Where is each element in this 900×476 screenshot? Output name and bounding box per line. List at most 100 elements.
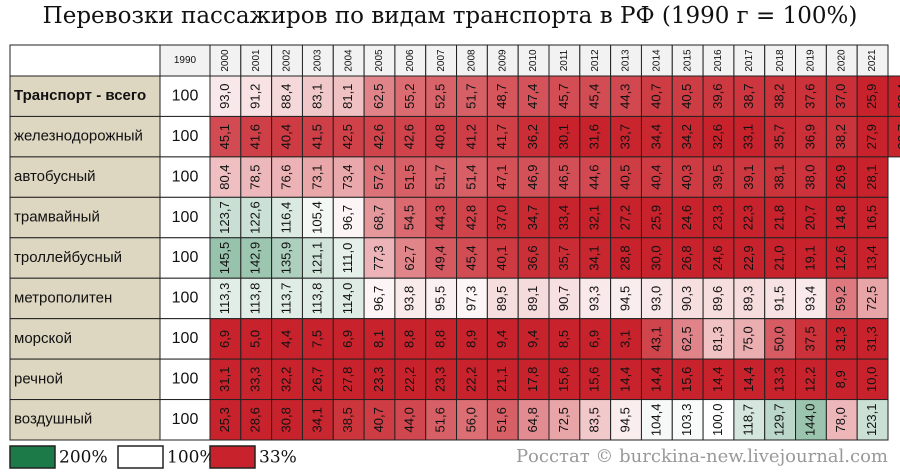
cell-value: 113,7 (278, 283, 293, 315)
cell-value: 100 (172, 87, 199, 104)
heat-cell (517, 75, 550, 117)
cell-value: 31,6 (587, 124, 602, 149)
heat-cell (733, 156, 766, 198)
heat-cell (825, 277, 858, 320)
cell-value: 100 (172, 290, 199, 307)
cell-value: 34,7 (525, 205, 540, 230)
heat-cell (671, 115, 704, 158)
row-label: речной (14, 370, 63, 387)
cell-value: 8,9 (463, 330, 478, 348)
column-year: 2012 (590, 49, 601, 72)
cell-value: 23,3 (433, 367, 448, 392)
cell-value: 44,3 (433, 205, 448, 230)
cell-value: 40,7 (648, 84, 663, 109)
cell-value: 64,8 (525, 407, 540, 432)
heat-cell (579, 399, 612, 441)
header-cell (856, 44, 889, 77)
cell-value: 32,6 (710, 124, 725, 149)
cell-value: 43,1 (648, 326, 663, 351)
cell-value: 41,2 (463, 124, 478, 149)
heat-cell (486, 156, 519, 198)
heat-cell (363, 115, 396, 158)
heat-cell (825, 156, 858, 198)
cell-value: 47,4 (525, 84, 540, 109)
heat-cell (517, 358, 550, 401)
cell-value: 33,7 (617, 124, 632, 149)
cell-value: 33,1 (741, 124, 756, 149)
cell-value: 145,5 (217, 242, 232, 275)
heat-cell (610, 237, 642, 279)
cell-value: 25,9 (648, 205, 663, 230)
heat-cell (702, 156, 735, 198)
cell-value: 96,7 (340, 205, 355, 230)
cell-value: 6,9 (587, 330, 602, 348)
cell-value: 89,5 (494, 286, 509, 311)
heat-cell (363, 237, 396, 279)
column-year: 2021 (867, 49, 878, 72)
heat-cell (486, 196, 519, 239)
cell-value: 78,0 (833, 407, 848, 432)
cell-value: 35,7 (556, 245, 571, 270)
heat-cell (209, 115, 242, 158)
legend-swatch (9, 445, 56, 469)
cell-value: 100 (172, 128, 199, 145)
cell-value: 135,9 (278, 242, 293, 275)
cell-value: 90,3 (679, 286, 694, 311)
heat-cell (456, 358, 488, 401)
cell-value: 30,0 (648, 245, 663, 270)
cell-value: 55,2 (402, 84, 417, 109)
cell-value: 13,4 (864, 245, 879, 270)
cell-value: 51,7 (463, 84, 478, 109)
cell-value: 42,6 (402, 124, 417, 149)
cell-value: 113,8 (248, 283, 263, 315)
heat-cell (733, 196, 766, 239)
cell-value: 123,7 (217, 201, 232, 234)
header-cell (825, 44, 858, 77)
cell-value: 40,3 (679, 164, 694, 189)
heat-cell (610, 115, 642, 158)
cell-value: 100 (172, 411, 199, 428)
cell-value: 96,7 (371, 286, 386, 311)
cell-value: 8,5 (556, 330, 571, 348)
cell-value: 72,5 (556, 407, 571, 432)
cell-value: 14,4 (648, 367, 663, 392)
cell-value: 32,1 (587, 205, 602, 230)
heat-cell (363, 75, 396, 117)
row-label: морской (14, 330, 72, 347)
cell-value: 6,9 (217, 330, 232, 348)
heat-cell (764, 358, 797, 401)
cell-value: 40,8 (433, 124, 448, 149)
heat-cell (764, 237, 797, 279)
cell-value: 8,8 (433, 330, 448, 348)
heat-cell (240, 75, 273, 117)
heat-cell (425, 277, 458, 320)
heat-cell (425, 196, 458, 239)
column-year: 2013 (621, 49, 632, 72)
cell-value: 103,3 (679, 404, 694, 437)
cell-value: 28,1 (864, 164, 879, 189)
heat-cell (301, 75, 334, 117)
heat-cell (579, 318, 612, 360)
cell-value: 89,3 (741, 286, 756, 311)
cell-value: 23,3 (710, 205, 725, 230)
heat-cell (332, 196, 365, 239)
cell-value: 46,5 (556, 164, 571, 189)
heat-cell (825, 318, 858, 360)
cell-value: 50,0 (772, 326, 787, 351)
cell-value: 4,4 (278, 330, 293, 348)
heat-cell (159, 318, 211, 360)
heat-cell (271, 75, 303, 117)
heat-cell (394, 399, 427, 441)
legend-swatch (209, 445, 256, 469)
cell-value: 62,7 (402, 245, 417, 270)
heat-cell (209, 277, 242, 320)
cell-value: 51,4 (463, 164, 478, 189)
heat-cell (671, 358, 704, 401)
cell-value: 62,5 (371, 84, 386, 109)
cell-value: 22,2 (402, 367, 417, 392)
cell-value: 38,2 (772, 84, 787, 109)
row-label-cell (9, 237, 161, 279)
cell-value: 91,2 (248, 84, 263, 109)
cell-value: 123,1 (864, 404, 879, 437)
heat-cell (456, 277, 488, 320)
